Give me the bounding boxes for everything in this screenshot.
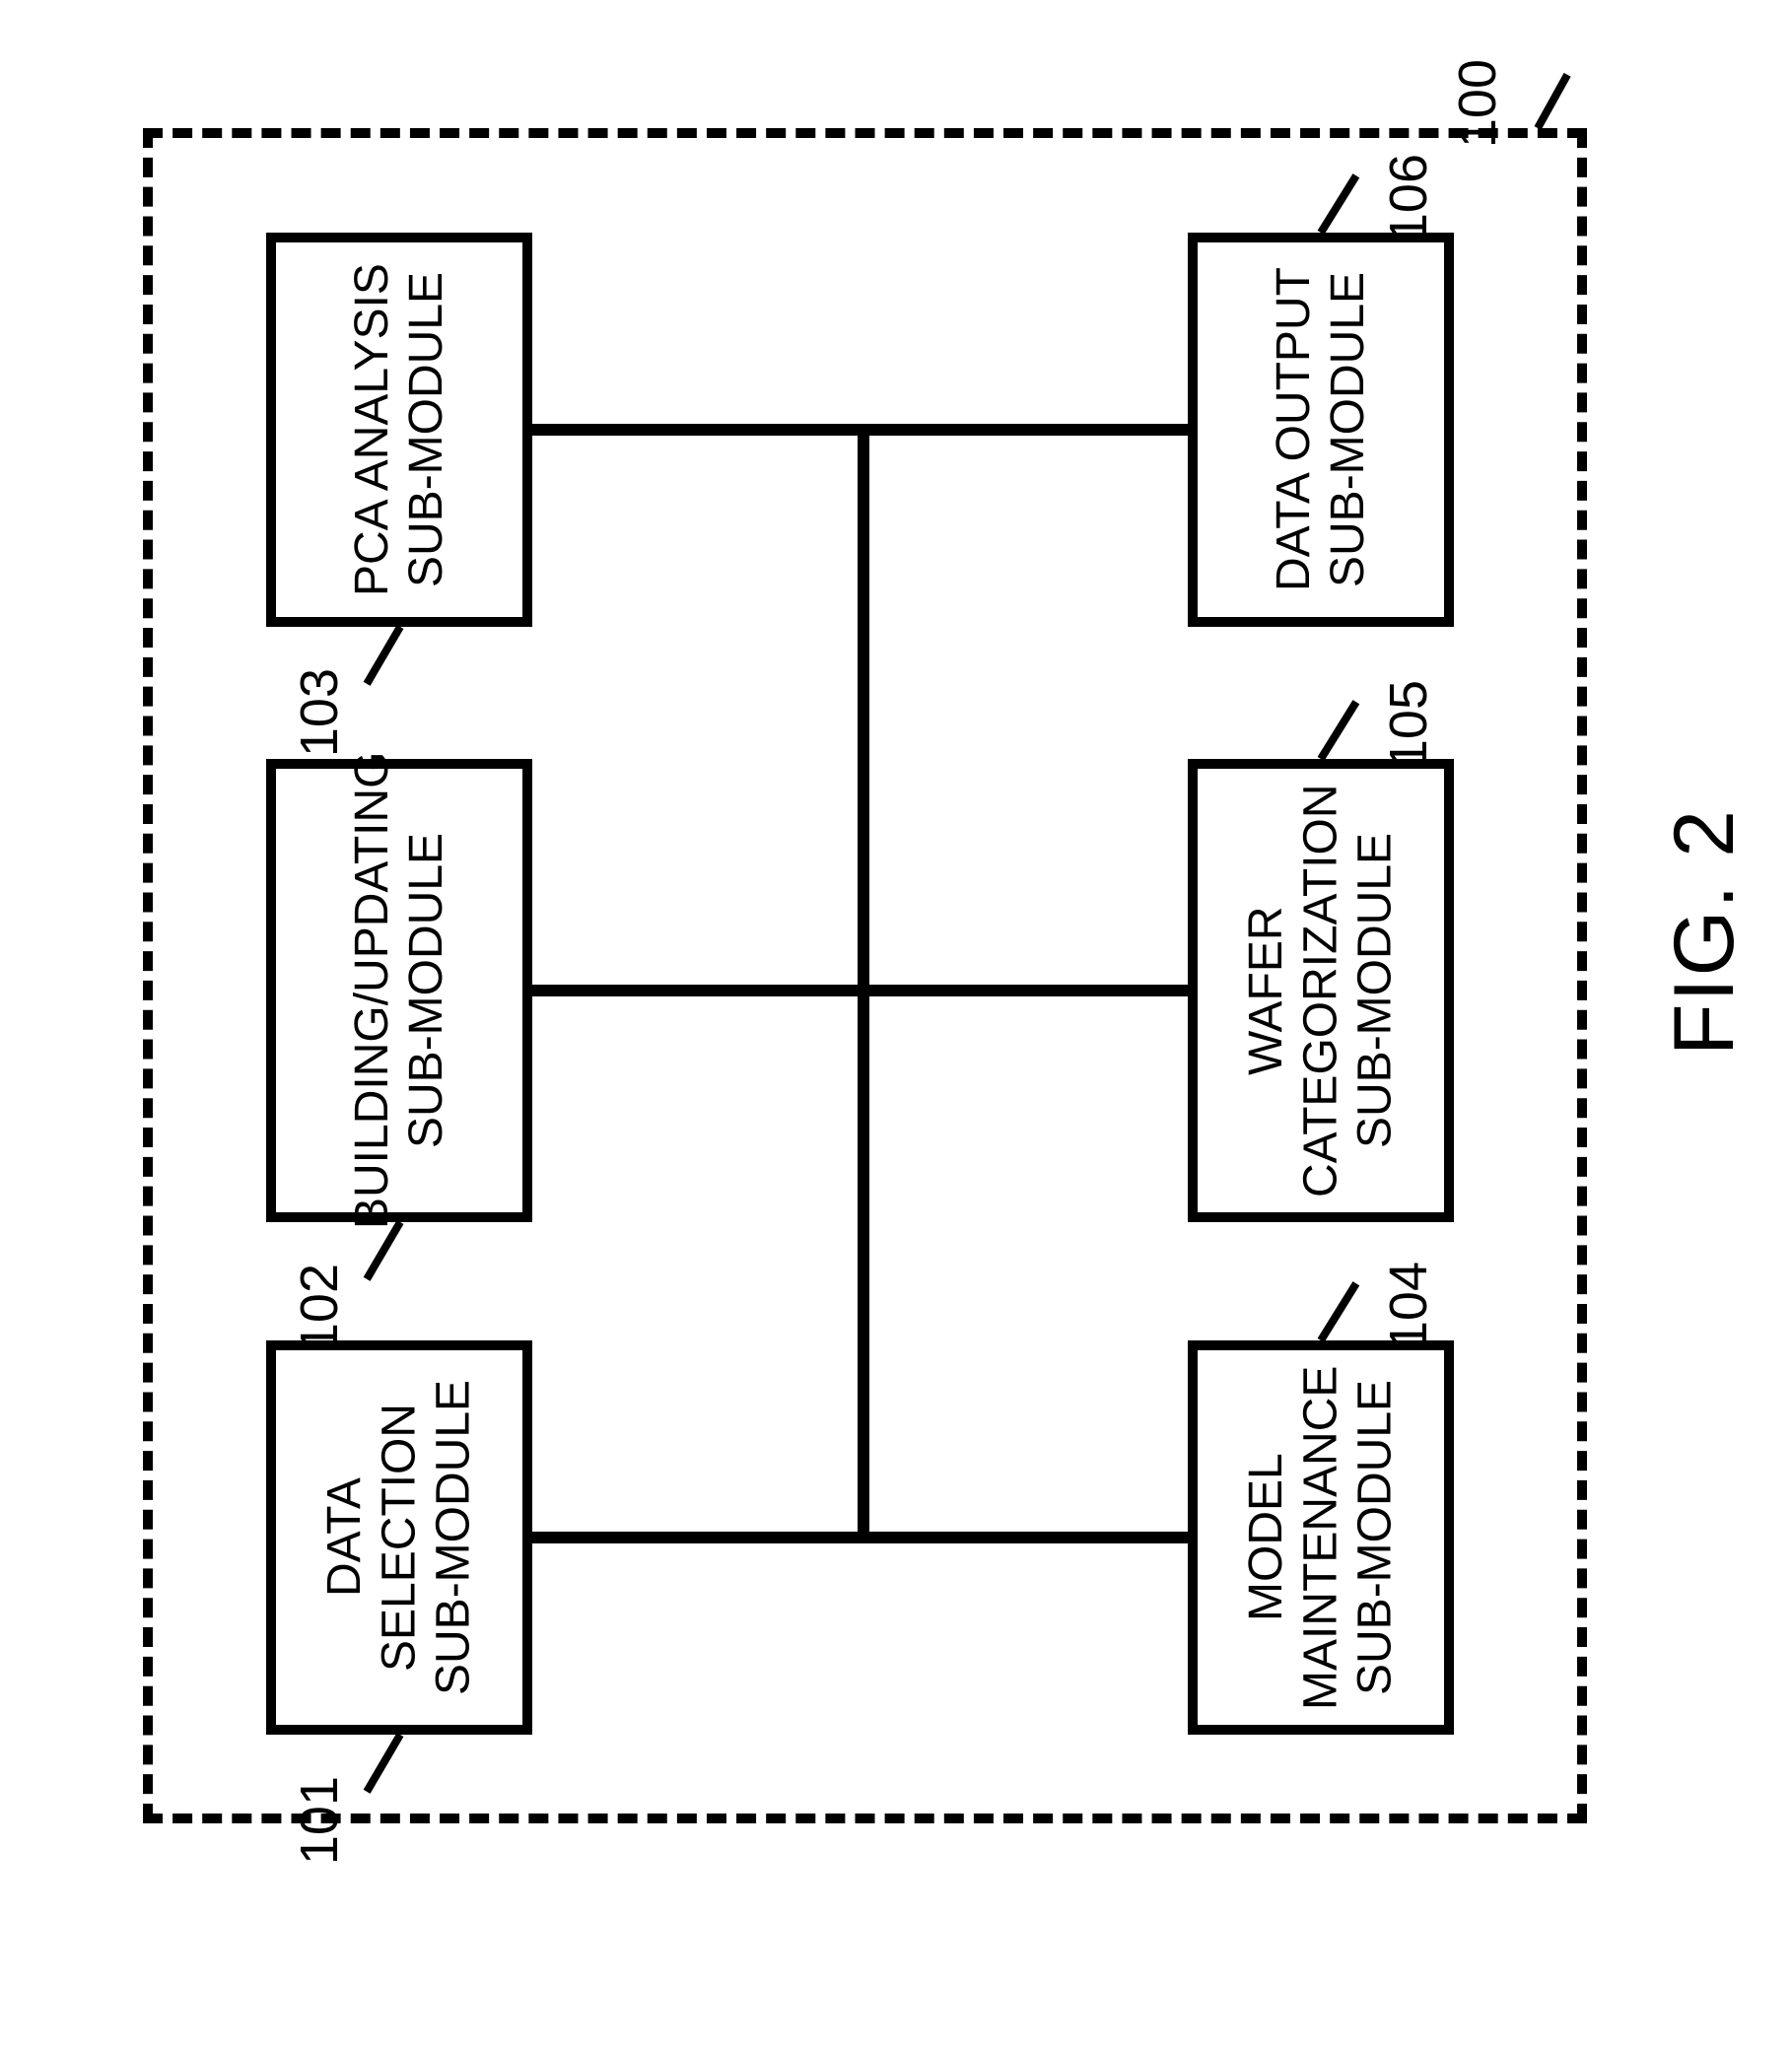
box-label-line: SUB-MODULE: [399, 752, 453, 1230]
bus-left-2: [532, 424, 863, 436]
box-label-line: SUB-MODULE: [427, 1350, 481, 1725]
box-label-pca-analysis: PCA ANALYSISSUB-MODULE: [345, 263, 453, 596]
box-label-line: CATEGORIZATION: [1293, 784, 1347, 1198]
box-label-line: SUB-MODULE: [1348, 784, 1403, 1198]
bus-vertical: [858, 430, 869, 1538]
canvas: 100DATA SELECTIONSUB-MODULE101BUILDING/U…: [0, 0, 1792, 2054]
box-model-maintenance: MODELMAINTENANCESUB-MODULE: [1188, 1340, 1454, 1735]
box-label-model-maintenance: MODELMAINTENANCESUB-MODULE: [1239, 1365, 1403, 1709]
bus-right-0: [858, 1532, 1189, 1543]
box-label-data-output: DATA OUTPUTSUB-MODULE: [1267, 268, 1375, 592]
box-ref-wafer-categorization: 105: [1378, 680, 1439, 769]
bus-left-0: [532, 1532, 863, 1543]
box-label-line: MAINTENANCE: [1293, 1365, 1347, 1709]
box-label-line: PCA ANALYSIS: [345, 263, 399, 596]
box-data-selection: DATA SELECTIONSUB-MODULE: [266, 1340, 532, 1735]
box-label-line: WAFER: [1239, 784, 1293, 1198]
container-leader: [1535, 73, 1571, 130]
box-ref-data-output: 106: [1378, 154, 1439, 242]
box-label-line: SUB-MODULE: [1321, 268, 1375, 592]
box-wafer-categorization: WAFERCATEGORIZATIONSUB-MODULE: [1188, 759, 1454, 1222]
box-pca-analysis: PCA ANALYSISSUB-MODULE: [266, 233, 532, 627]
box-ref-model-maintenance: 104: [1378, 1262, 1439, 1350]
box-ref-building-updating: 102: [289, 1264, 350, 1352]
bus-left-1: [532, 985, 863, 996]
box-label-building-updating: BUILDING/UPDATINGSUB-MODULE: [345, 752, 453, 1230]
bus-right-2: [858, 424, 1189, 436]
box-label-line: SUB-MODULE: [1348, 1365, 1403, 1709]
box-label-data-selection: DATA SELECTIONSUB-MODULE: [317, 1350, 481, 1725]
bus-right-1: [858, 985, 1189, 996]
box-label-line: SUB-MODULE: [399, 263, 453, 596]
box-label-line: MODEL: [1239, 1365, 1293, 1709]
container-ref: 100: [1447, 59, 1508, 148]
box-building-updating: BUILDING/UPDATINGSUB-MODULE: [266, 759, 532, 1222]
box-label-line: DATA OUTPUT: [1267, 268, 1321, 592]
figure-label: FIG. 2: [1656, 808, 1754, 1056]
box-data-output: DATA OUTPUTSUB-MODULE: [1188, 233, 1454, 627]
box-ref-data-selection: 101: [289, 1776, 350, 1865]
box-ref-pca-analysis: 103: [289, 668, 350, 757]
box-label-wafer-categorization: WAFERCATEGORIZATIONSUB-MODULE: [1239, 784, 1403, 1198]
box-label-line: BUILDING/UPDATING: [345, 752, 399, 1230]
box-label-line: DATA SELECTION: [317, 1350, 426, 1725]
